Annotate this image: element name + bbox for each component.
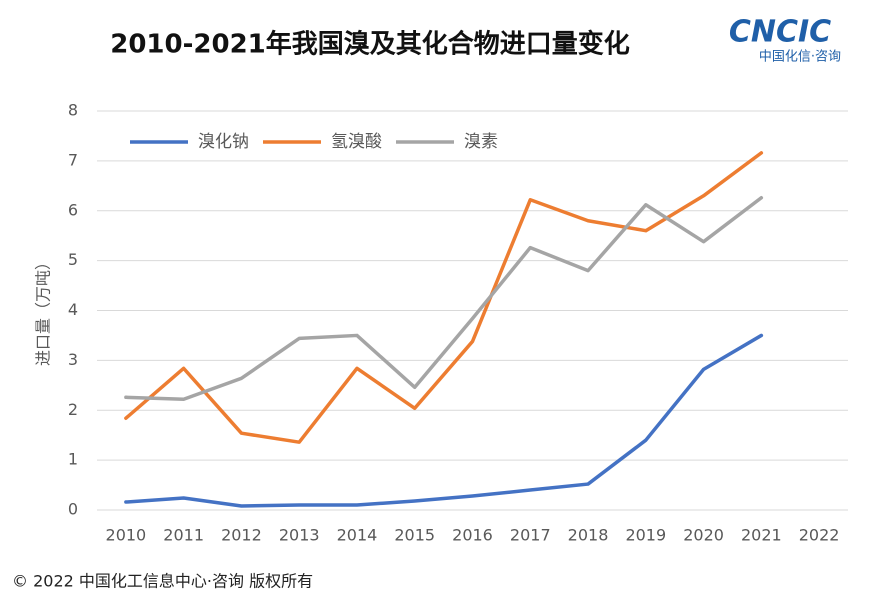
x-tick-label: 2022 — [799, 526, 840, 545]
logo-name: CNCIC — [729, 15, 831, 50]
legend-label: 溴素 — [464, 132, 498, 152]
series-line — [124, 151, 764, 444]
y-tick-label: 4 — [68, 300, 78, 319]
series-line — [124, 196, 764, 402]
x-tick-label: 2017 — [510, 526, 551, 545]
y-tick-label: 5 — [68, 250, 78, 269]
series-line — [124, 333, 764, 508]
x-tick-label: 2020 — [683, 526, 724, 545]
x-tick-label: 2012 — [221, 526, 262, 545]
y-axis-label: 进口量（万吨） — [34, 254, 53, 366]
y-tick-label: 0 — [68, 500, 78, 519]
legend-label: 溴化钠 — [198, 132, 249, 152]
x-tick-label: 2011 — [163, 526, 204, 545]
y-tick-label: 1 — [68, 450, 78, 469]
x-tick-label: 2018 — [568, 526, 609, 545]
x-tick-label: 2013 — [279, 526, 320, 545]
x-tick-label: 2014 — [337, 526, 378, 545]
legend-label: 氢溴酸 — [331, 132, 382, 152]
x-tick-label: 2016 — [452, 526, 493, 545]
x-tick-label: 2010 — [106, 526, 147, 545]
logo-subtitle: 中国化信·咨询 — [759, 50, 841, 65]
y-tick-label: 6 — [68, 200, 78, 219]
y-tick-label: 7 — [68, 150, 78, 169]
y-tick-label: 2 — [68, 400, 78, 419]
x-tick-label: 2021 — [741, 526, 782, 545]
x-tick-label: 2019 — [625, 526, 666, 545]
y-tick-label: 3 — [68, 350, 78, 369]
y-tick-label: 8 — [68, 101, 78, 120]
x-tick-label: 2015 — [394, 526, 435, 545]
chart-title: 2010-2021年我国溴及其化合物进口量变化 — [110, 29, 630, 60]
footer: © 2022 中国化工信息中心·咨询 版权所有 — [12, 572, 313, 591]
